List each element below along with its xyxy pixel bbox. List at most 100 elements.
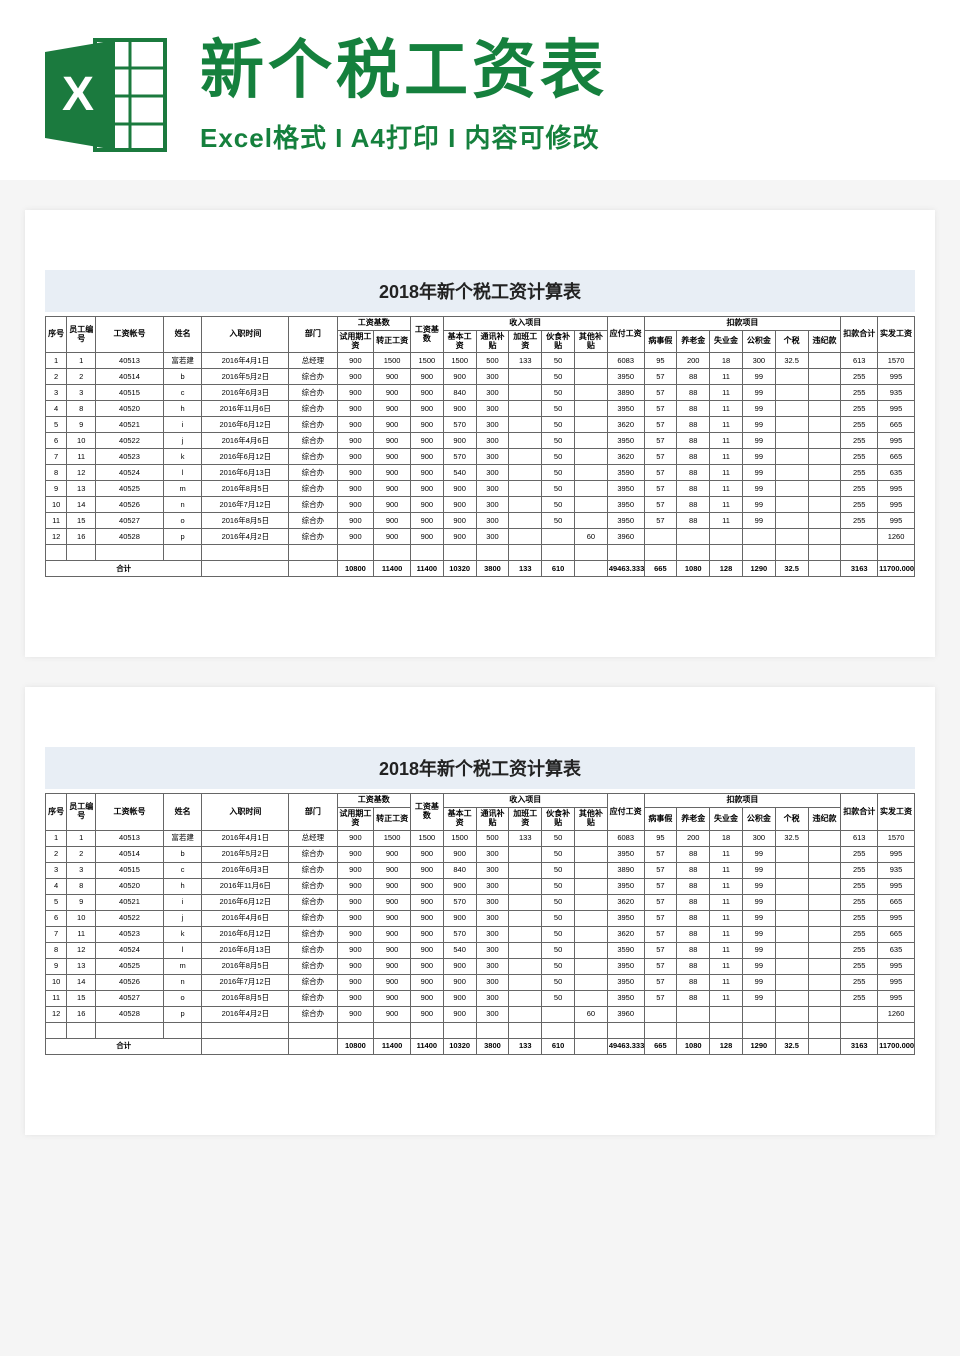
cell-dt: 255 — [841, 481, 878, 497]
table-row: 91340525m2016年8月5日综合办9009009009003005039… — [46, 481, 915, 497]
cell-gross: 3950 — [607, 497, 644, 513]
cell-basic: 900 — [443, 1006, 476, 1022]
table-row: 71140523k2016年6月12日综合办900900900570300503… — [46, 926, 915, 942]
cell-other — [575, 449, 608, 465]
cell-pension: 200 — [677, 353, 710, 369]
cell-hiredate: 2016年4月6日 — [202, 433, 289, 449]
cell-gross: 6083 — [607, 353, 644, 369]
table-row: 3340515c2016年6月3日综合办90090090084030050389… — [46, 385, 915, 401]
total-net: 11700.00000 — [878, 1038, 915, 1054]
cell-fund: 300 — [742, 830, 775, 846]
col-violation: 违纪款 — [808, 330, 841, 353]
cell-unemp: 11 — [710, 942, 743, 958]
col-sick: 病事假 — [644, 330, 677, 353]
cell-acct: 40514 — [96, 369, 164, 385]
cell-meal: 50 — [542, 385, 575, 401]
cell-other — [575, 862, 608, 878]
cell-violation — [808, 353, 841, 369]
cell-net: 935 — [878, 385, 915, 401]
cell-ot — [509, 990, 542, 1006]
cell-basic: 900 — [443, 433, 476, 449]
cell-sick: 57 — [644, 433, 677, 449]
cell-pension: 88 — [677, 942, 710, 958]
cell-unemp: 11 — [710, 449, 743, 465]
cell-acct: 40523 — [96, 926, 164, 942]
cell-fund — [742, 529, 775, 545]
cell-ot — [509, 910, 542, 926]
cell-factor: 900 — [410, 990, 443, 1006]
col-regular: 转正工资 — [374, 808, 411, 831]
cell-basic: 540 — [443, 465, 476, 481]
cell-meal: 50 — [542, 513, 575, 529]
cell-regular: 900 — [374, 481, 411, 497]
cell-dt: 255 — [841, 846, 878, 862]
cell-regular: 1500 — [374, 830, 411, 846]
cell-trial: 900 — [337, 417, 374, 433]
cell-trial: 900 — [337, 862, 374, 878]
cell-seq: 9 — [46, 958, 67, 974]
total-factor: 11400 — [410, 1038, 443, 1054]
cell-factor: 900 — [410, 529, 443, 545]
cell-fund: 99 — [742, 465, 775, 481]
cell-regular: 900 — [374, 513, 411, 529]
cell-unemp: 11 — [710, 417, 743, 433]
table-row: 81240524l2016年6月13日综合办900900900540300503… — [46, 465, 915, 481]
cell-hiredate: 2016年8月5日 — [202, 481, 289, 497]
cell-pension: 88 — [677, 878, 710, 894]
cell-hiredate: 2016年6月12日 — [202, 449, 289, 465]
table-row: 1140513富若建2016年4月1日总经理900150015001500500… — [46, 353, 915, 369]
cell-violation — [808, 926, 841, 942]
cell-dept: 综合办 — [289, 862, 337, 878]
cell-ot — [509, 497, 542, 513]
cell-sick: 57 — [644, 417, 677, 433]
cell-tax — [775, 529, 808, 545]
cell-comms: 300 — [476, 942, 509, 958]
col-basic: 基本工资 — [443, 808, 476, 831]
cell-empno: 2 — [67, 369, 96, 385]
cell-basic: 840 — [443, 862, 476, 878]
cell-violation — [808, 942, 841, 958]
cell-comms: 300 — [476, 1006, 509, 1022]
cell-factor: 900 — [410, 417, 443, 433]
cell-ot: 133 — [509, 353, 542, 369]
cell-comms: 300 — [476, 990, 509, 1006]
table-row: 111540527o2016年8月5日综合办900900900900300503… — [46, 990, 915, 1006]
cell-trial: 900 — [337, 830, 374, 846]
cell-sick: 57 — [644, 369, 677, 385]
cell-seq: 8 — [46, 465, 67, 481]
cell-ot — [509, 878, 542, 894]
cell-meal: 50 — [542, 830, 575, 846]
cell-dt: 613 — [841, 830, 878, 846]
col-gross: 应付工资 — [607, 794, 644, 830]
cell-empno: 16 — [67, 529, 96, 545]
cell-ot — [509, 974, 542, 990]
cell-dt: 255 — [841, 974, 878, 990]
cell-comms: 300 — [476, 926, 509, 942]
cell-tax — [775, 369, 808, 385]
col-dept: 部门 — [289, 794, 337, 830]
cell-pension: 88 — [677, 449, 710, 465]
cell-factor: 900 — [410, 433, 443, 449]
cell-factor: 900 — [410, 401, 443, 417]
cell-name: l — [163, 465, 202, 481]
cell-net: 995 — [878, 878, 915, 894]
cell-dt: 255 — [841, 894, 878, 910]
cell-tax — [775, 894, 808, 910]
cell-factor: 900 — [410, 894, 443, 910]
cell-regular: 900 — [374, 926, 411, 942]
cell-comms: 300 — [476, 862, 509, 878]
cell-gross: 3950 — [607, 990, 644, 1006]
cell-regular: 900 — [374, 465, 411, 481]
col-factor: 工资基数 — [410, 317, 443, 353]
col-seq: 序号 — [46, 317, 67, 353]
cell-violation — [808, 862, 841, 878]
cell-tax — [775, 862, 808, 878]
cell-dept: 综合办 — [289, 878, 337, 894]
cell-ot — [509, 846, 542, 862]
col-meal: 伙食补贴 — [542, 808, 575, 831]
cell-comms: 300 — [476, 974, 509, 990]
cell-factor: 1500 — [410, 830, 443, 846]
cell-other — [575, 830, 608, 846]
cell-regular: 900 — [374, 878, 411, 894]
cell-empno: 13 — [67, 481, 96, 497]
